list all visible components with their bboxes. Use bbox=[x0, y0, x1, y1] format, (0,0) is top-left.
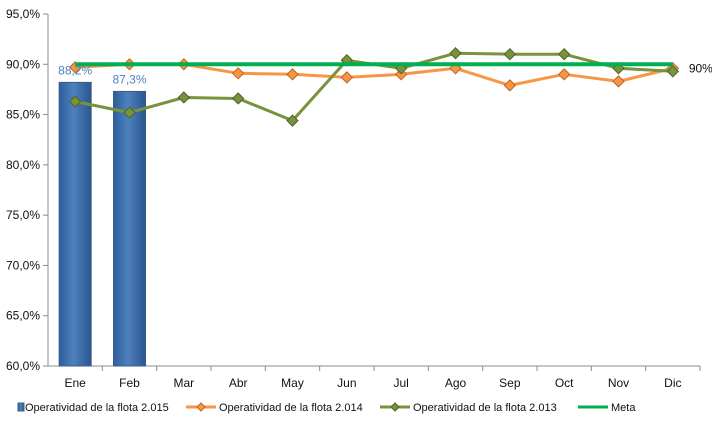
x-tick-label: Mar bbox=[173, 376, 194, 390]
y-tick-label: 90,0% bbox=[6, 57, 40, 71]
data-point bbox=[666, 65, 680, 78]
x-tick-label: Jul bbox=[393, 376, 408, 390]
x-tick-label: May bbox=[281, 376, 304, 390]
bar bbox=[58, 81, 92, 367]
data-point bbox=[286, 114, 299, 127]
series-line-1 bbox=[75, 62, 674, 87]
legend-swatch-marker bbox=[390, 402, 400, 412]
legend: Operatividad de la flota 2.015 Operativid… bbox=[17, 402, 636, 414]
y-tick-label: 80,0% bbox=[6, 158, 40, 172]
bar bbox=[113, 90, 146, 367]
line-series bbox=[68, 47, 680, 127]
data-point bbox=[503, 48, 517, 61]
y-tick-label: 75,0% bbox=[6, 208, 40, 222]
legend-label: Operatividad de la flota 2.013 bbox=[413, 402, 557, 414]
x-tick-label: Ene bbox=[64, 376, 86, 390]
axes: 60,0% 65,0% 70,0% 75,0% 80,0% 85,0% 90,0% 95,0%… bbox=[6, 7, 701, 390]
data-point bbox=[612, 75, 625, 88]
x-tick-label: Feb bbox=[119, 376, 140, 390]
data-point bbox=[557, 48, 571, 61]
legend-label: Meta bbox=[611, 402, 636, 414]
y-tick-label: 65,0% bbox=[6, 309, 40, 323]
bar-data-label: 88,2% bbox=[58, 63, 92, 77]
data-point bbox=[286, 68, 299, 81]
legend-swatch-bar bbox=[17, 402, 25, 412]
x-tick-label: Nov bbox=[608, 376, 629, 390]
x-tick-label: Jun bbox=[337, 376, 356, 390]
x-tick-label: Dic bbox=[664, 376, 681, 390]
y-tick-label: 95,0% bbox=[6, 7, 40, 21]
data-point bbox=[557, 68, 571, 81]
legend-label: Operatividad de la flota 2.015 bbox=[25, 402, 169, 414]
data-point bbox=[449, 47, 462, 60]
x-tick-label: Ago bbox=[445, 376, 467, 390]
legend-swatch-marker bbox=[196, 402, 206, 412]
bar-data-label: 87,3% bbox=[112, 72, 146, 86]
data-point bbox=[340, 71, 354, 84]
bar-series bbox=[58, 81, 146, 367]
x-tick-label: Oct bbox=[555, 376, 574, 390]
data-point bbox=[123, 106, 136, 119]
x-tick-label: Abr bbox=[229, 376, 248, 390]
data-point bbox=[231, 92, 245, 105]
meta-label: 90% bbox=[689, 61, 712, 75]
data-point bbox=[177, 91, 191, 104]
legend-label: Operatividad de la flota 2.014 bbox=[219, 402, 363, 414]
y-tick-label: 85,0% bbox=[6, 108, 40, 122]
y-tick-label: 70,0% bbox=[6, 258, 40, 272]
data-labels: 88,2% 87,3% 90% bbox=[58, 61, 712, 86]
y-tick-label: 60,0% bbox=[6, 359, 40, 373]
x-tick-label: Sep bbox=[499, 376, 521, 390]
data-point bbox=[68, 95, 82, 108]
data-point bbox=[503, 79, 517, 92]
data-point bbox=[231, 67, 245, 80]
